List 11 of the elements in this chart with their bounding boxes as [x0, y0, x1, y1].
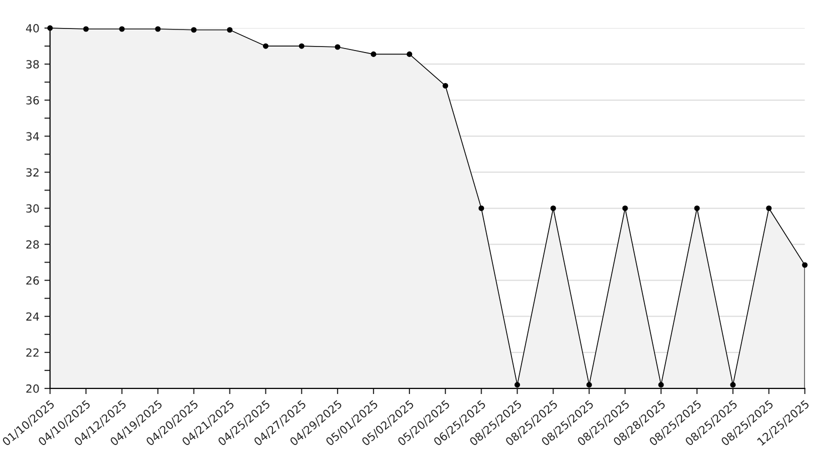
y-tick-label: 26 [26, 276, 39, 285]
y-tick-label: 34 [26, 132, 39, 141]
y-tick-label: 38 [26, 60, 39, 68]
y-tick-label: 30 [26, 204, 39, 213]
y-tick-label: 22 [26, 348, 39, 357]
y-tick-label: 20 [26, 384, 39, 393]
y-tick-label: 24 [26, 312, 39, 321]
y-tick-label: 36 [26, 96, 39, 105]
y-tick-label: 28 [26, 240, 39, 249]
y-tick-label: 40 [26, 24, 39, 32]
y-tick-label: 32 [26, 168, 39, 177]
